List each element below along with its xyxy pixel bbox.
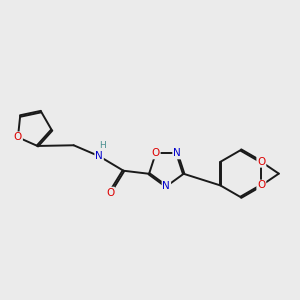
- Text: N: N: [95, 151, 103, 161]
- Text: N: N: [173, 148, 181, 158]
- Text: O: O: [257, 180, 266, 190]
- Text: O: O: [257, 157, 266, 167]
- Text: H: H: [99, 141, 105, 150]
- Text: N: N: [163, 182, 170, 191]
- Text: O: O: [14, 132, 22, 142]
- Text: O: O: [106, 188, 114, 197]
- Text: O: O: [152, 148, 160, 158]
